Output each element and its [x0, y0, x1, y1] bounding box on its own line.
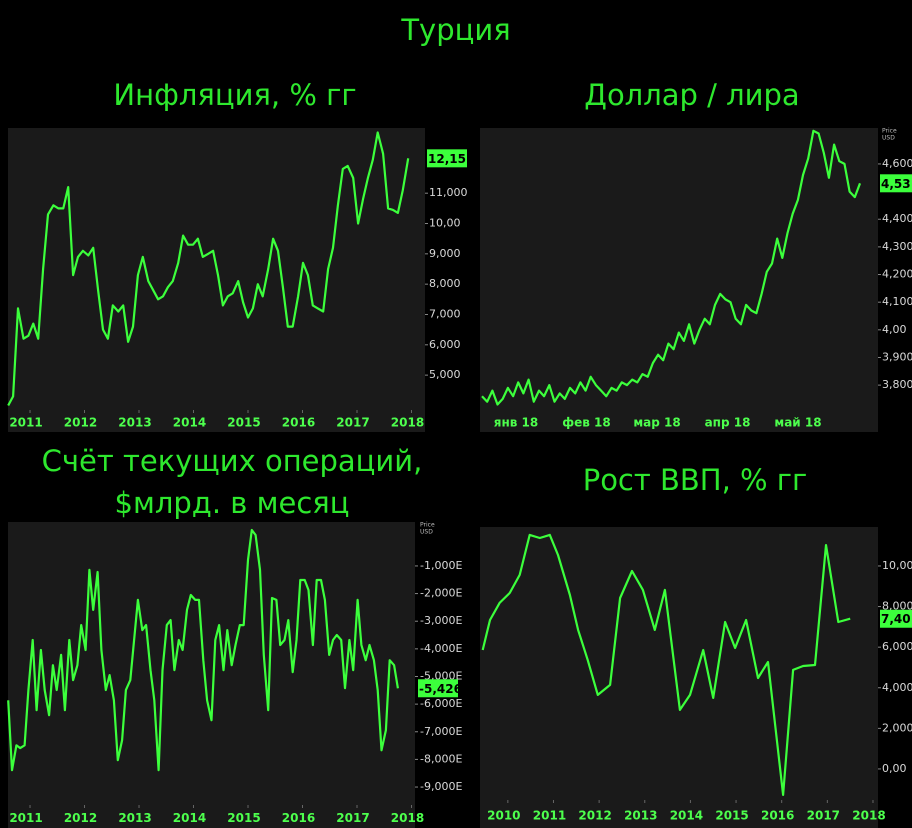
- x-tick-label: фев 18: [562, 416, 611, 430]
- y-tick-label: -9,000E: [420, 780, 462, 793]
- y-tick-label: 4,00: [882, 323, 907, 336]
- y-tick-label: 7,000: [429, 307, 461, 320]
- y-tick-label: -1,000E: [420, 559, 462, 572]
- y-tick-label: 5,000: [429, 368, 461, 381]
- value-label-box: [427, 149, 467, 168]
- chart-title: $млрд. в месяц: [115, 486, 350, 520]
- series-line: [481, 129, 862, 406]
- x-tick-label: апр 18: [705, 416, 751, 430]
- y-tick-label: -5,000E: [420, 669, 462, 682]
- x-tick-label: 2012: [578, 809, 611, 823]
- y-tick-label: 4,300: [882, 240, 912, 253]
- plot-area: [480, 128, 878, 432]
- series-line: [7, 528, 399, 772]
- value-label-box: [418, 679, 458, 698]
- chart-title: Счёт текущих операций,: [42, 444, 423, 478]
- chart-title: Доллар / лира: [584, 78, 799, 112]
- y-tick-label: 2,000: [882, 721, 912, 734]
- chart-title: Инфляция, % гг: [113, 78, 356, 112]
- value-label: 4,53: [881, 177, 911, 191]
- y-tick-label: 4,100: [882, 295, 912, 308]
- plot-area: [480, 527, 878, 828]
- y-tick-label: 8,000: [882, 600, 912, 613]
- x-tick-label: 2017: [807, 809, 840, 823]
- y-tick-label: 9,000: [429, 247, 461, 260]
- plot-area: [8, 522, 415, 828]
- unit-label: Price: [882, 128, 897, 135]
- y-tick-label: 3,900: [882, 350, 912, 363]
- unit-label: Price: [420, 522, 435, 529]
- series-line: [7, 131, 410, 407]
- y-tick-label: -4,000E: [420, 642, 462, 655]
- x-tick-label: 2018: [852, 809, 885, 823]
- series-line: [481, 533, 851, 796]
- value-label-box: [880, 174, 912, 193]
- x-tick-label: 2015: [715, 809, 748, 823]
- x-tick-label: 2016: [761, 809, 794, 823]
- unit-label: USD: [882, 135, 895, 142]
- y-tick-label: 0,00: [882, 762, 907, 775]
- y-tick-label: -2,000E: [420, 587, 462, 600]
- chart-title: Рост ВВП, % гг: [583, 463, 808, 497]
- x-tick-label: 2015: [227, 416, 260, 430]
- x-tick-label: 2018: [391, 416, 424, 430]
- x-tick-label: 2013: [118, 416, 151, 430]
- y-tick-label: 8,000: [429, 277, 461, 290]
- x-tick-label: 2017: [336, 811, 369, 825]
- y-tick-label: -3,000E: [420, 614, 462, 627]
- y-tick-label: -7,000E: [420, 725, 462, 738]
- x-tick-label: 2014: [670, 809, 703, 823]
- x-tick-label: 2011: [9, 416, 42, 430]
- x-tick-label: 2012: [64, 416, 97, 430]
- x-tick-label: янв 18: [494, 416, 538, 430]
- y-tick-label: 4,000: [882, 681, 912, 694]
- y-tick-label: 6,000: [429, 338, 461, 351]
- y-tick-label: 4,200: [882, 268, 912, 281]
- x-tick-label: 2011: [9, 811, 42, 825]
- x-tick-label: 2010: [487, 809, 520, 823]
- y-tick-label: -6,000E: [420, 697, 462, 710]
- y-tick-label: 6,000: [882, 640, 912, 653]
- value-label: 7,40: [881, 612, 911, 626]
- y-tick-label: -8,000E: [420, 752, 462, 765]
- y-tick-label: 4,400: [882, 212, 912, 225]
- x-tick-label: 2013: [118, 811, 151, 825]
- y-tick-label: 3,800: [882, 378, 912, 391]
- x-tick-label: 2014: [173, 811, 206, 825]
- x-tick-label: 2017: [336, 416, 369, 430]
- x-tick-label: май 18: [774, 416, 821, 430]
- value-label: 12,15: [428, 152, 466, 166]
- y-tick-label: 10,000: [882, 559, 912, 572]
- x-tick-label: 2014: [173, 416, 206, 430]
- x-tick-label: 2016: [282, 811, 315, 825]
- x-tick-label: 2011: [533, 809, 566, 823]
- value-label: -5,426: [419, 682, 462, 696]
- y-tick-label: 4,600: [882, 157, 912, 170]
- x-tick-label: 2015: [227, 811, 260, 825]
- x-tick-label: 2016: [282, 416, 315, 430]
- page-title: Турция: [400, 13, 510, 47]
- x-tick-label: 2013: [624, 809, 657, 823]
- value-label-box: [880, 609, 912, 628]
- x-tick-label: мар 18: [633, 416, 680, 430]
- y-tick-label: 11,000: [429, 186, 468, 199]
- x-tick-label: 2012: [64, 811, 97, 825]
- plot-area: [8, 128, 425, 432]
- unit-label: USD: [420, 529, 433, 536]
- x-tick-label: 2018: [391, 811, 424, 825]
- y-tick-label: 10,00: [429, 217, 461, 230]
